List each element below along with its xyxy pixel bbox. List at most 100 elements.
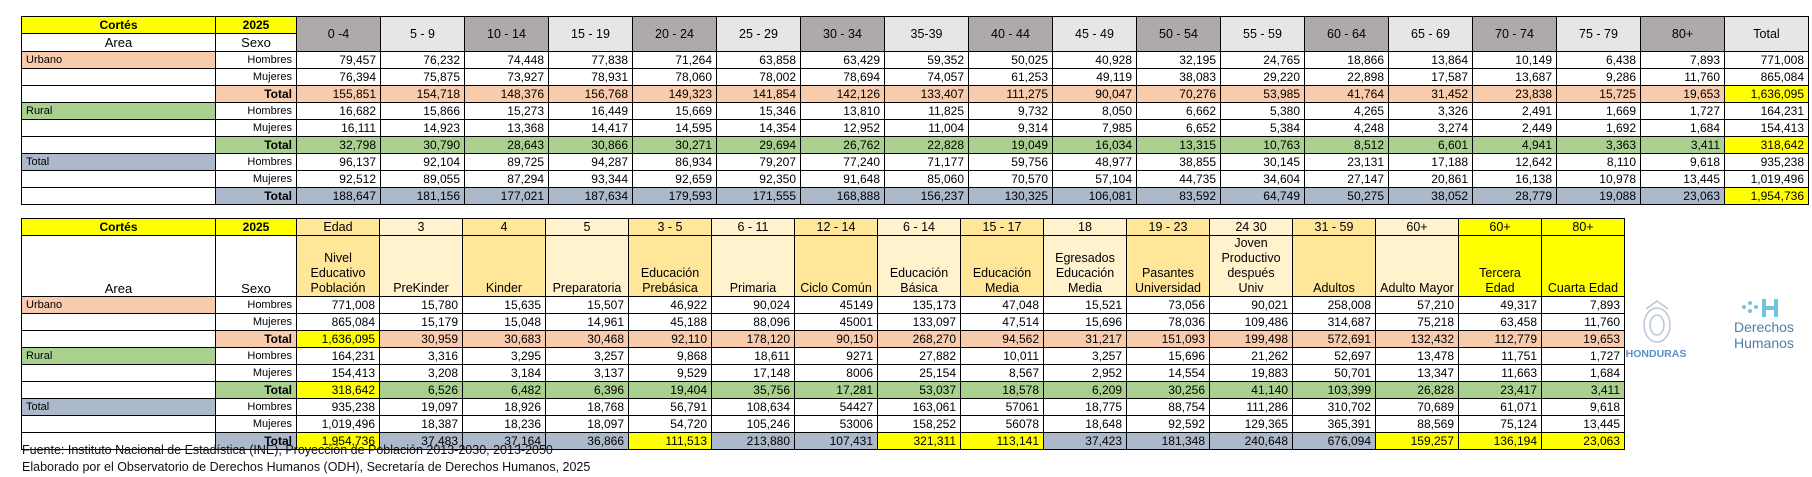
value-cell: 135,173 [877,296,961,314]
value-cell: 71,264 [632,51,717,69]
age-header: 70 - 74 [1472,16,1557,52]
value-cell: 40,928 [1052,51,1137,69]
value-cell: 50,275 [1304,187,1389,205]
value-cell: 268,270 [877,330,961,348]
value-cell: 4,248 [1304,119,1389,137]
value-cell: 10,149 [1472,51,1557,69]
age-header: 0 -4 [296,16,381,52]
value-cell: 53,037 [877,381,961,399]
age-header: 5 [545,218,629,236]
value-cell: 171,555 [716,187,801,205]
value-cell: 83,592 [1136,187,1221,205]
value-cell: 14,554 [1126,364,1210,382]
value-cell: 19,088 [1556,187,1641,205]
level-header: Educación Media [960,235,1044,297]
value-cell: 1,692 [1556,119,1641,137]
value-cell: 112,779 [1458,330,1542,348]
value-cell: 8006 [794,364,878,382]
value-cell: 164,231 [1724,102,1809,120]
value-cell: 1,727 [1541,347,1625,365]
value-cell: 1,954,736 [1724,187,1809,205]
value-cell: 91,648 [800,170,885,188]
total-row: Total 1,636,095 30,959 30,683 30,468 92,110 17… [21,330,1625,348]
value-cell: 27,882 [877,347,961,365]
value-cell: 76,232 [380,51,465,69]
sex-label: Total [215,136,297,154]
value-cell: 70,276 [1136,85,1221,103]
value-cell: 19,883 [1209,364,1293,382]
value-cell: 15,179 [379,313,463,331]
value-cell: 54,720 [628,415,712,433]
value-cell: 6,396 [545,381,629,399]
value-cell: 13,347 [1375,364,1459,382]
value-cell: 676,094 [1292,432,1376,450]
value-cell: 14,961 [545,313,629,331]
value-cell: 87,294 [464,170,549,188]
value-cell: 61,253 [968,68,1053,86]
sex-label: Hombres [215,347,297,365]
level-header: Adultos [1292,235,1376,297]
value-cell: 10,978 [1556,170,1641,188]
age-header: 25 - 29 [716,16,801,52]
value-cell: 3,363 [1556,136,1641,154]
value-cell: 15,507 [545,296,629,314]
level-header: Pasantes Universidad [1126,235,1210,297]
age-header: 80+ [1640,16,1725,52]
value-cell: 3,184 [462,364,546,382]
value-cell: 89,725 [464,153,549,171]
value-cell: 14,354 [716,119,801,137]
value-cell: 133,407 [884,85,969,103]
value-cell: 21,262 [1209,347,1293,365]
value-cell: 15,696 [1043,313,1127,331]
value-cell: 141,854 [716,85,801,103]
level-header: Educación Básica [877,235,961,297]
value-cell: 56,791 [628,398,712,416]
age-header: 15 - 17 [960,218,1044,236]
value-cell: 6,601 [1388,136,1473,154]
value-cell: 94,562 [960,330,1044,348]
footer: Fuente: Instituto Nacional de Estadístic… [22,442,590,476]
total-row: Total 155,851 154,718 148,376 156,768 149,323… [21,85,1809,103]
value-cell: 148,376 [464,85,549,103]
value-cell: 15,696 [1126,347,1210,365]
area-cell [21,85,216,103]
value-cell: 3,295 [462,347,546,365]
value-cell: 15,635 [462,296,546,314]
total-row: Total 1,954,736 37,483 37,164 36,866 111,513 2… [21,432,1625,450]
value-cell: 57,210 [1375,296,1459,314]
value-cell: 16,111 [296,119,381,137]
value-cell: 30,959 [379,330,463,348]
age-header: 20 - 24 [632,16,717,52]
author-note: Elaborado por el Observatorio de Derecho… [22,460,591,474]
value-cell: 8,567 [960,364,1044,382]
value-cell: 15,780 [379,296,463,314]
header-row: Cortés 2025 0 -4 5 - 9 10 - 14 15 - 19 20 - 24… [21,16,1809,52]
value-cell: 3,137 [545,364,629,382]
value-cell: 38,083 [1136,68,1221,86]
value-cell: 105,246 [711,415,795,433]
value-cell: 31,217 [1043,330,1127,348]
value-cell: 49,317 [1458,296,1542,314]
value-cell: 18,578 [960,381,1044,399]
value-cell: 29,694 [716,136,801,154]
value-cell: 28,779 [1472,187,1557,205]
value-cell: 92,592 [1126,415,1210,433]
value-cell: 22,828 [884,136,969,154]
value-cell: 572,691 [1292,330,1376,348]
value-cell: 142,126 [800,85,885,103]
value-cell: 1,684 [1640,119,1725,137]
value-cell: 1,636,095 [296,330,380,348]
age-header: 60+ [1375,218,1459,236]
sex-label: Hombres [215,153,297,171]
age-header: 60 - 64 [1304,16,1389,52]
level-header: Preparatoria [545,235,629,297]
place-header: Cortés [21,218,216,236]
age-header: 60+ [1458,218,1542,236]
area-cell [21,313,216,331]
age-header: 65 - 69 [1388,16,1473,52]
value-cell: 30,468 [545,330,629,348]
value-cell: 19,653 [1541,330,1625,348]
value-cell: 1,636,095 [1724,85,1809,103]
age-header: 18 [1043,218,1127,236]
data-row: Total Hombres 935,238 19,097 18,926 18,768 56,… [21,398,1625,416]
